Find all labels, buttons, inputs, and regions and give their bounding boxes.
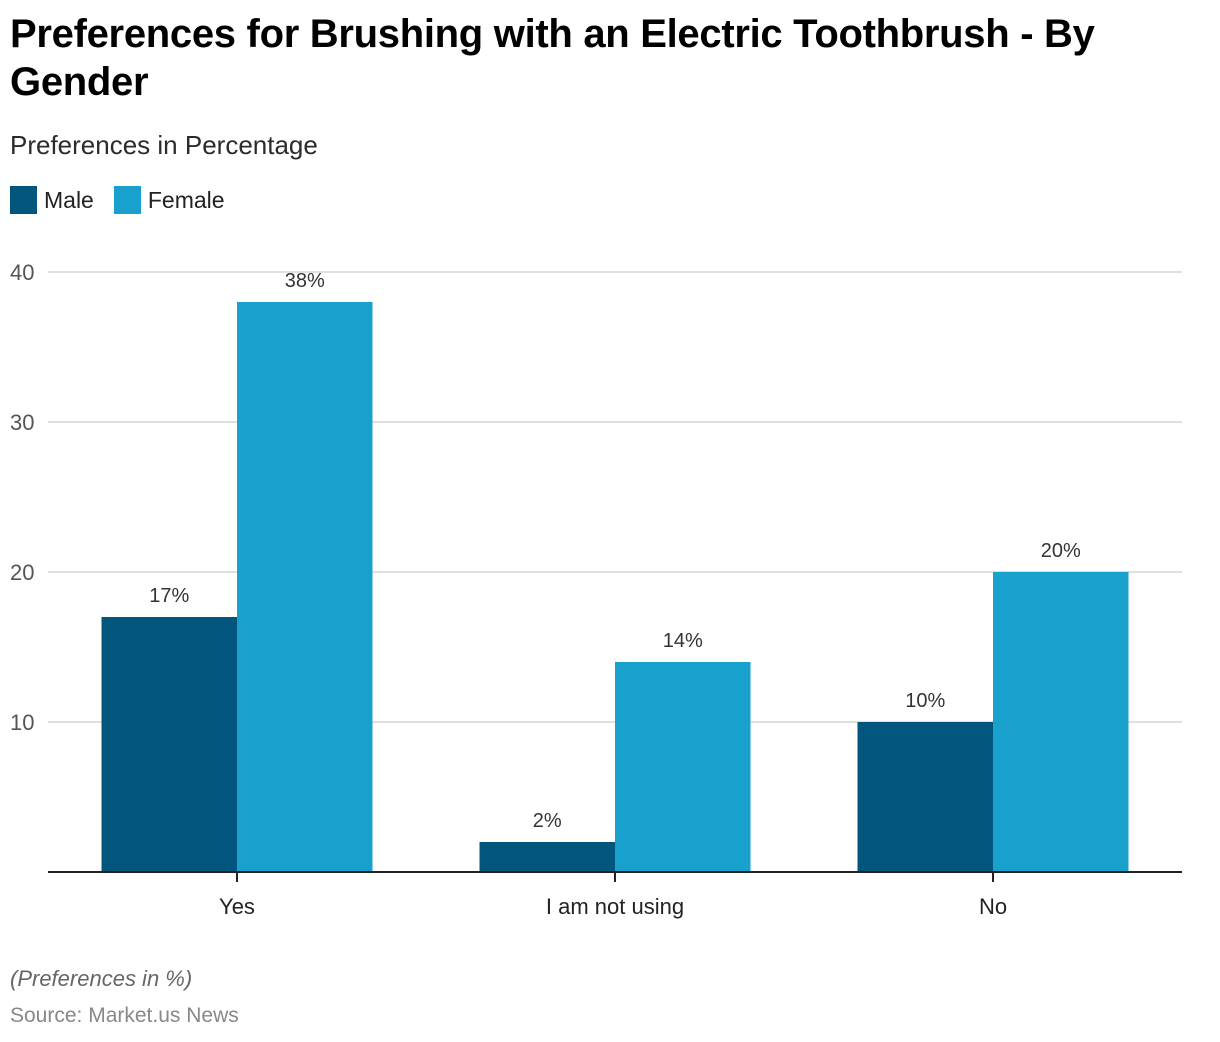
bar-male-2	[857, 722, 993, 872]
x-tick-label-2: No	[979, 894, 1007, 919]
legend-label-female: Female	[147, 186, 225, 213]
chart-title: Preferences for Brushing with an Electri…	[10, 12, 1095, 104]
y-tick-label-10: 10	[10, 710, 34, 735]
data-label-male-1: 2%	[533, 810, 562, 832]
legend-label-male: Male	[44, 186, 94, 213]
chart-note: (Preferences in %)	[10, 966, 193, 991]
y-tick-label-40: 40	[10, 260, 34, 285]
bar-female-2	[993, 572, 1129, 872]
x-tick-label-1: I am not using	[546, 894, 684, 919]
chart-subtitle: Preferences in Percentage	[10, 130, 318, 160]
legend-swatch-female	[113, 186, 141, 214]
legend-swatch-male	[10, 186, 37, 214]
bar-female-1	[615, 662, 751, 872]
data-label-male-2: 10%	[905, 690, 945, 712]
chart-source: Source: Market.us News	[10, 1004, 239, 1027]
data-label-female-1: 14%	[663, 630, 703, 652]
bar-male-1	[479, 842, 615, 872]
bar-male-0	[101, 617, 237, 872]
x-tick-label-0: Yes	[219, 894, 255, 919]
legend-item-male[interactable]: Male	[10, 186, 94, 214]
data-label-male-0: 17%	[149, 585, 189, 607]
data-label-female-2: 20%	[1041, 540, 1081, 562]
legend: Male Female	[10, 186, 245, 214]
y-tick-label-30: 30	[10, 410, 34, 435]
legend-item-female[interactable]: Female	[113, 186, 225, 214]
y-tick-label-20: 20	[10, 560, 34, 585]
data-label-female-0: 38%	[285, 270, 325, 292]
bar-female-0	[237, 302, 373, 872]
